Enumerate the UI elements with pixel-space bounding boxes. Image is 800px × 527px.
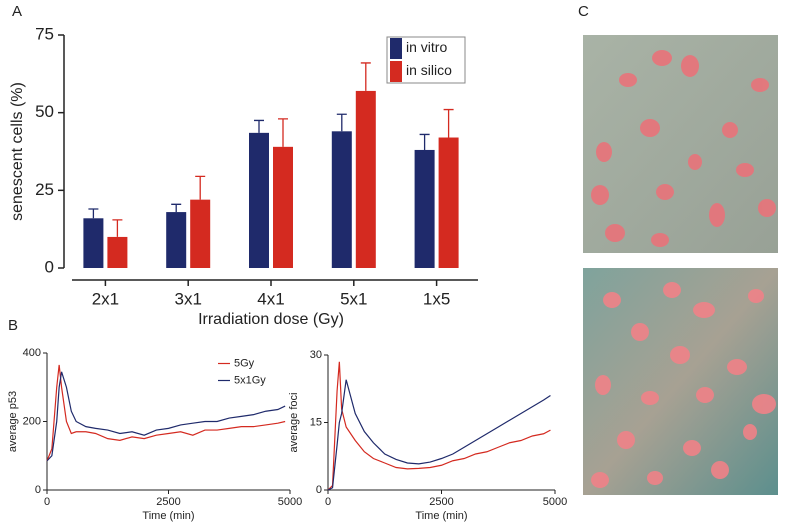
error-bar [278,118,288,147]
y-tick-label: 0 [316,484,322,496]
y-tick-label: 50 [35,102,54,121]
bar [190,199,211,268]
error-bar [88,208,99,219]
error-bar [112,219,123,237]
x-tick-label: 5x1 [340,289,367,308]
error-bar [254,119,264,133]
legend-swatch [390,61,402,82]
x-tick-label: 3x1 [174,289,201,308]
micrograph [583,268,778,495]
panel-label: A [12,3,22,20]
bar [273,146,293,268]
x-tick-label: 4x1 [257,289,284,308]
legend-swatch [390,38,402,59]
x-tick-label: 0 [44,496,50,508]
line [46,371,286,462]
error-bar [171,203,182,213]
bar [438,137,459,268]
micrograph [583,35,778,253]
line [46,364,286,462]
bar [249,132,269,268]
line [327,379,551,491]
error-bar [443,108,454,138]
y-tick-label: 75 [35,24,54,43]
bar [331,131,352,268]
legend-label: in vitro [406,39,447,55]
bar [166,212,187,268]
y-axis-title: senescent cells (%) [9,82,26,221]
bar [107,236,128,268]
x-tick-label: 2500 [156,496,180,508]
bar [355,90,376,268]
error-bar [195,175,206,200]
x-tick-label: 1x5 [423,289,450,308]
legend-label: 5x1Gy [234,374,266,386]
y-tick-label: 15 [310,416,322,428]
legend-label: in silico [406,62,452,78]
error-bar [419,133,430,150]
legend-frame [386,36,466,84]
y-tick-label: 200 [23,415,41,427]
y-tick-label: 30 [310,349,322,361]
y-tick-label: 0 [45,257,54,276]
bar [414,149,435,268]
x-tick-label: 2x1 [92,289,119,308]
x-axis-title: Irradiation dose (Gy) [198,311,344,328]
x-tick-label: 2500 [429,496,453,508]
panel-label: C [578,3,589,20]
x-tick-label: 5000 [278,496,302,508]
y-tick-label: 25 [35,180,54,199]
x-axis-title: Time (min) [415,510,467,522]
y-axis-title: average foci [288,393,300,453]
y-axis-title: average p53 [7,391,19,452]
y-tick-label: 0 [35,484,41,496]
bar [83,218,104,268]
x-tick-label: 5000 [543,496,567,508]
x-tick-label: 0 [325,496,331,508]
error-bar [336,113,347,132]
y-tick-label: 400 [23,347,41,359]
x-axis-title: Time (min) [142,510,194,522]
legend-label: 5Gy [234,357,255,369]
panel-label: B [8,317,18,334]
error-bar [360,62,371,91]
